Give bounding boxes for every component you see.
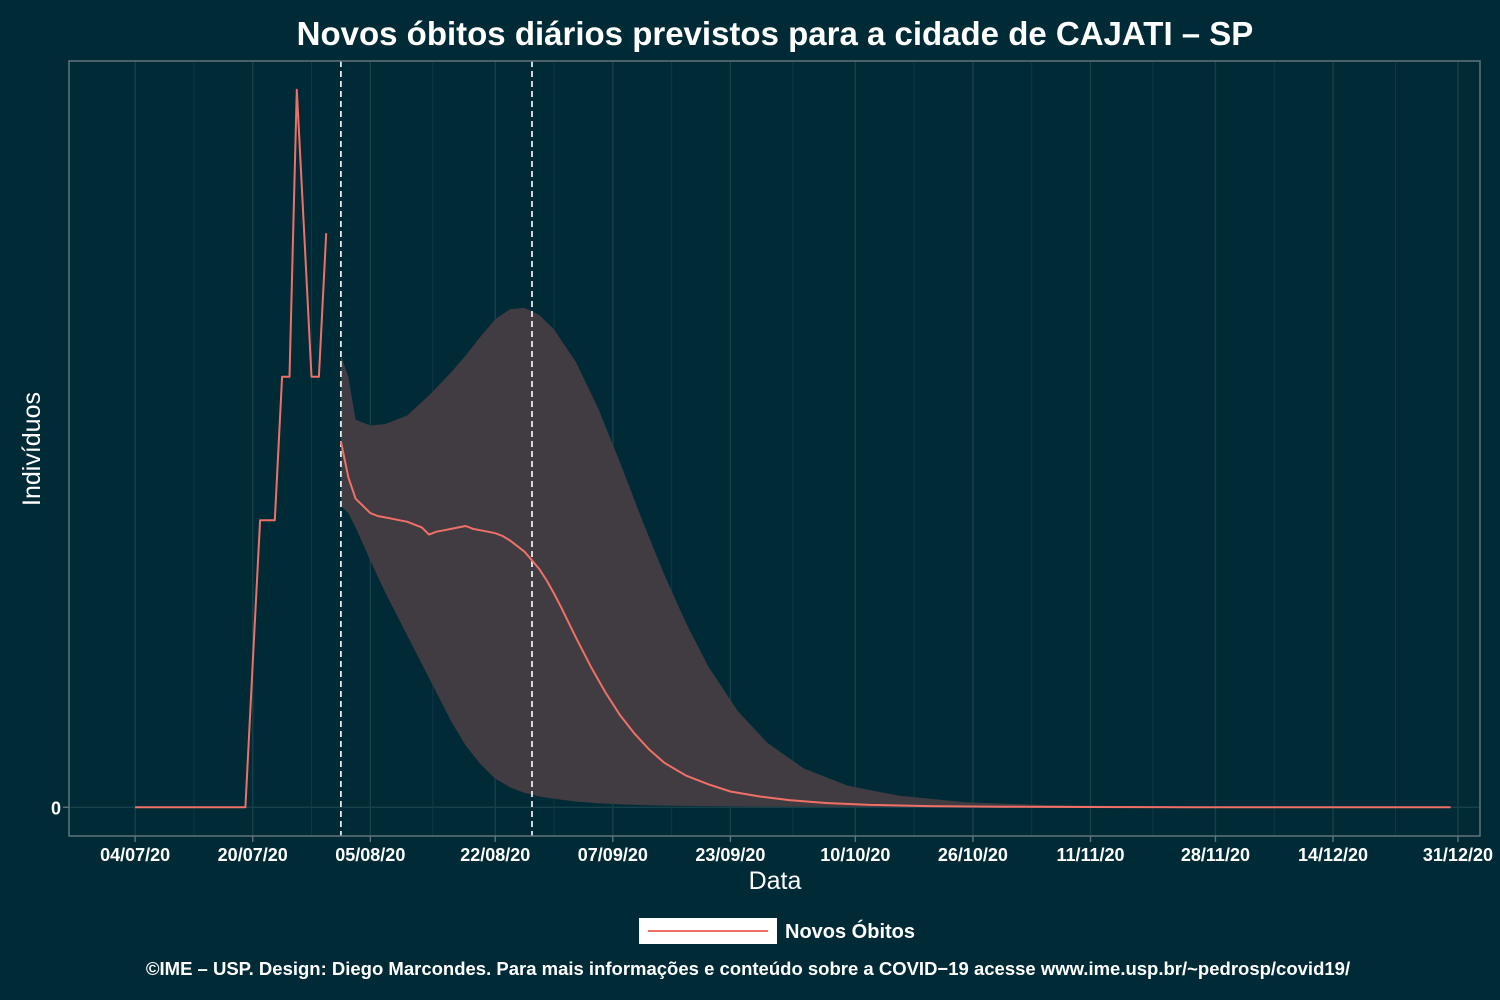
x-tick-label: 20/07/20 xyxy=(218,845,288,865)
y-tick-label: 0 xyxy=(51,798,61,818)
x-tick-label: 28/11/20 xyxy=(1181,845,1250,865)
chart-title: Novos óbitos diários previstos para a ci… xyxy=(297,15,1254,52)
series-line-forecast xyxy=(339,441,1451,809)
confidence-band xyxy=(340,307,1451,808)
x-tick-label: 22/08/20 xyxy=(460,845,530,865)
x-axis-title: Data xyxy=(749,867,802,895)
series-line-observed xyxy=(135,88,328,809)
x-tick-label: 11/11/20 xyxy=(1056,845,1124,865)
series-lines xyxy=(135,88,1451,809)
x-axis: 04/07/20 20/07/20 05/08/20 22/08/20 07/09/20… xyxy=(100,836,1493,865)
x-tick-label: 05/08/20 xyxy=(335,845,405,865)
y-axis: 0 xyxy=(51,798,69,818)
x-tick-label: 26/10/20 xyxy=(938,845,1008,865)
confidence-band-group xyxy=(340,307,1451,808)
legend-label: Novos Óbitos xyxy=(785,919,915,943)
plot-border xyxy=(68,60,1481,837)
footer-credit: ©IME – USP. Design: Diego Marcondes. Par… xyxy=(146,958,1350,979)
x-tick-label: 04/07/20 xyxy=(100,845,170,865)
x-tick-label: 14/12/20 xyxy=(1298,845,1368,865)
legend: Novos Óbitos xyxy=(639,918,915,944)
reference-lines xyxy=(340,61,533,836)
x-tick-label: 31/12/20 xyxy=(1423,845,1493,865)
y-axis-title: Indivíduos xyxy=(18,392,46,506)
x-tick-label: 10/10/20 xyxy=(820,845,890,865)
x-tick-label: 07/09/20 xyxy=(578,845,648,865)
x-tick-label: 23/09/20 xyxy=(695,845,765,865)
